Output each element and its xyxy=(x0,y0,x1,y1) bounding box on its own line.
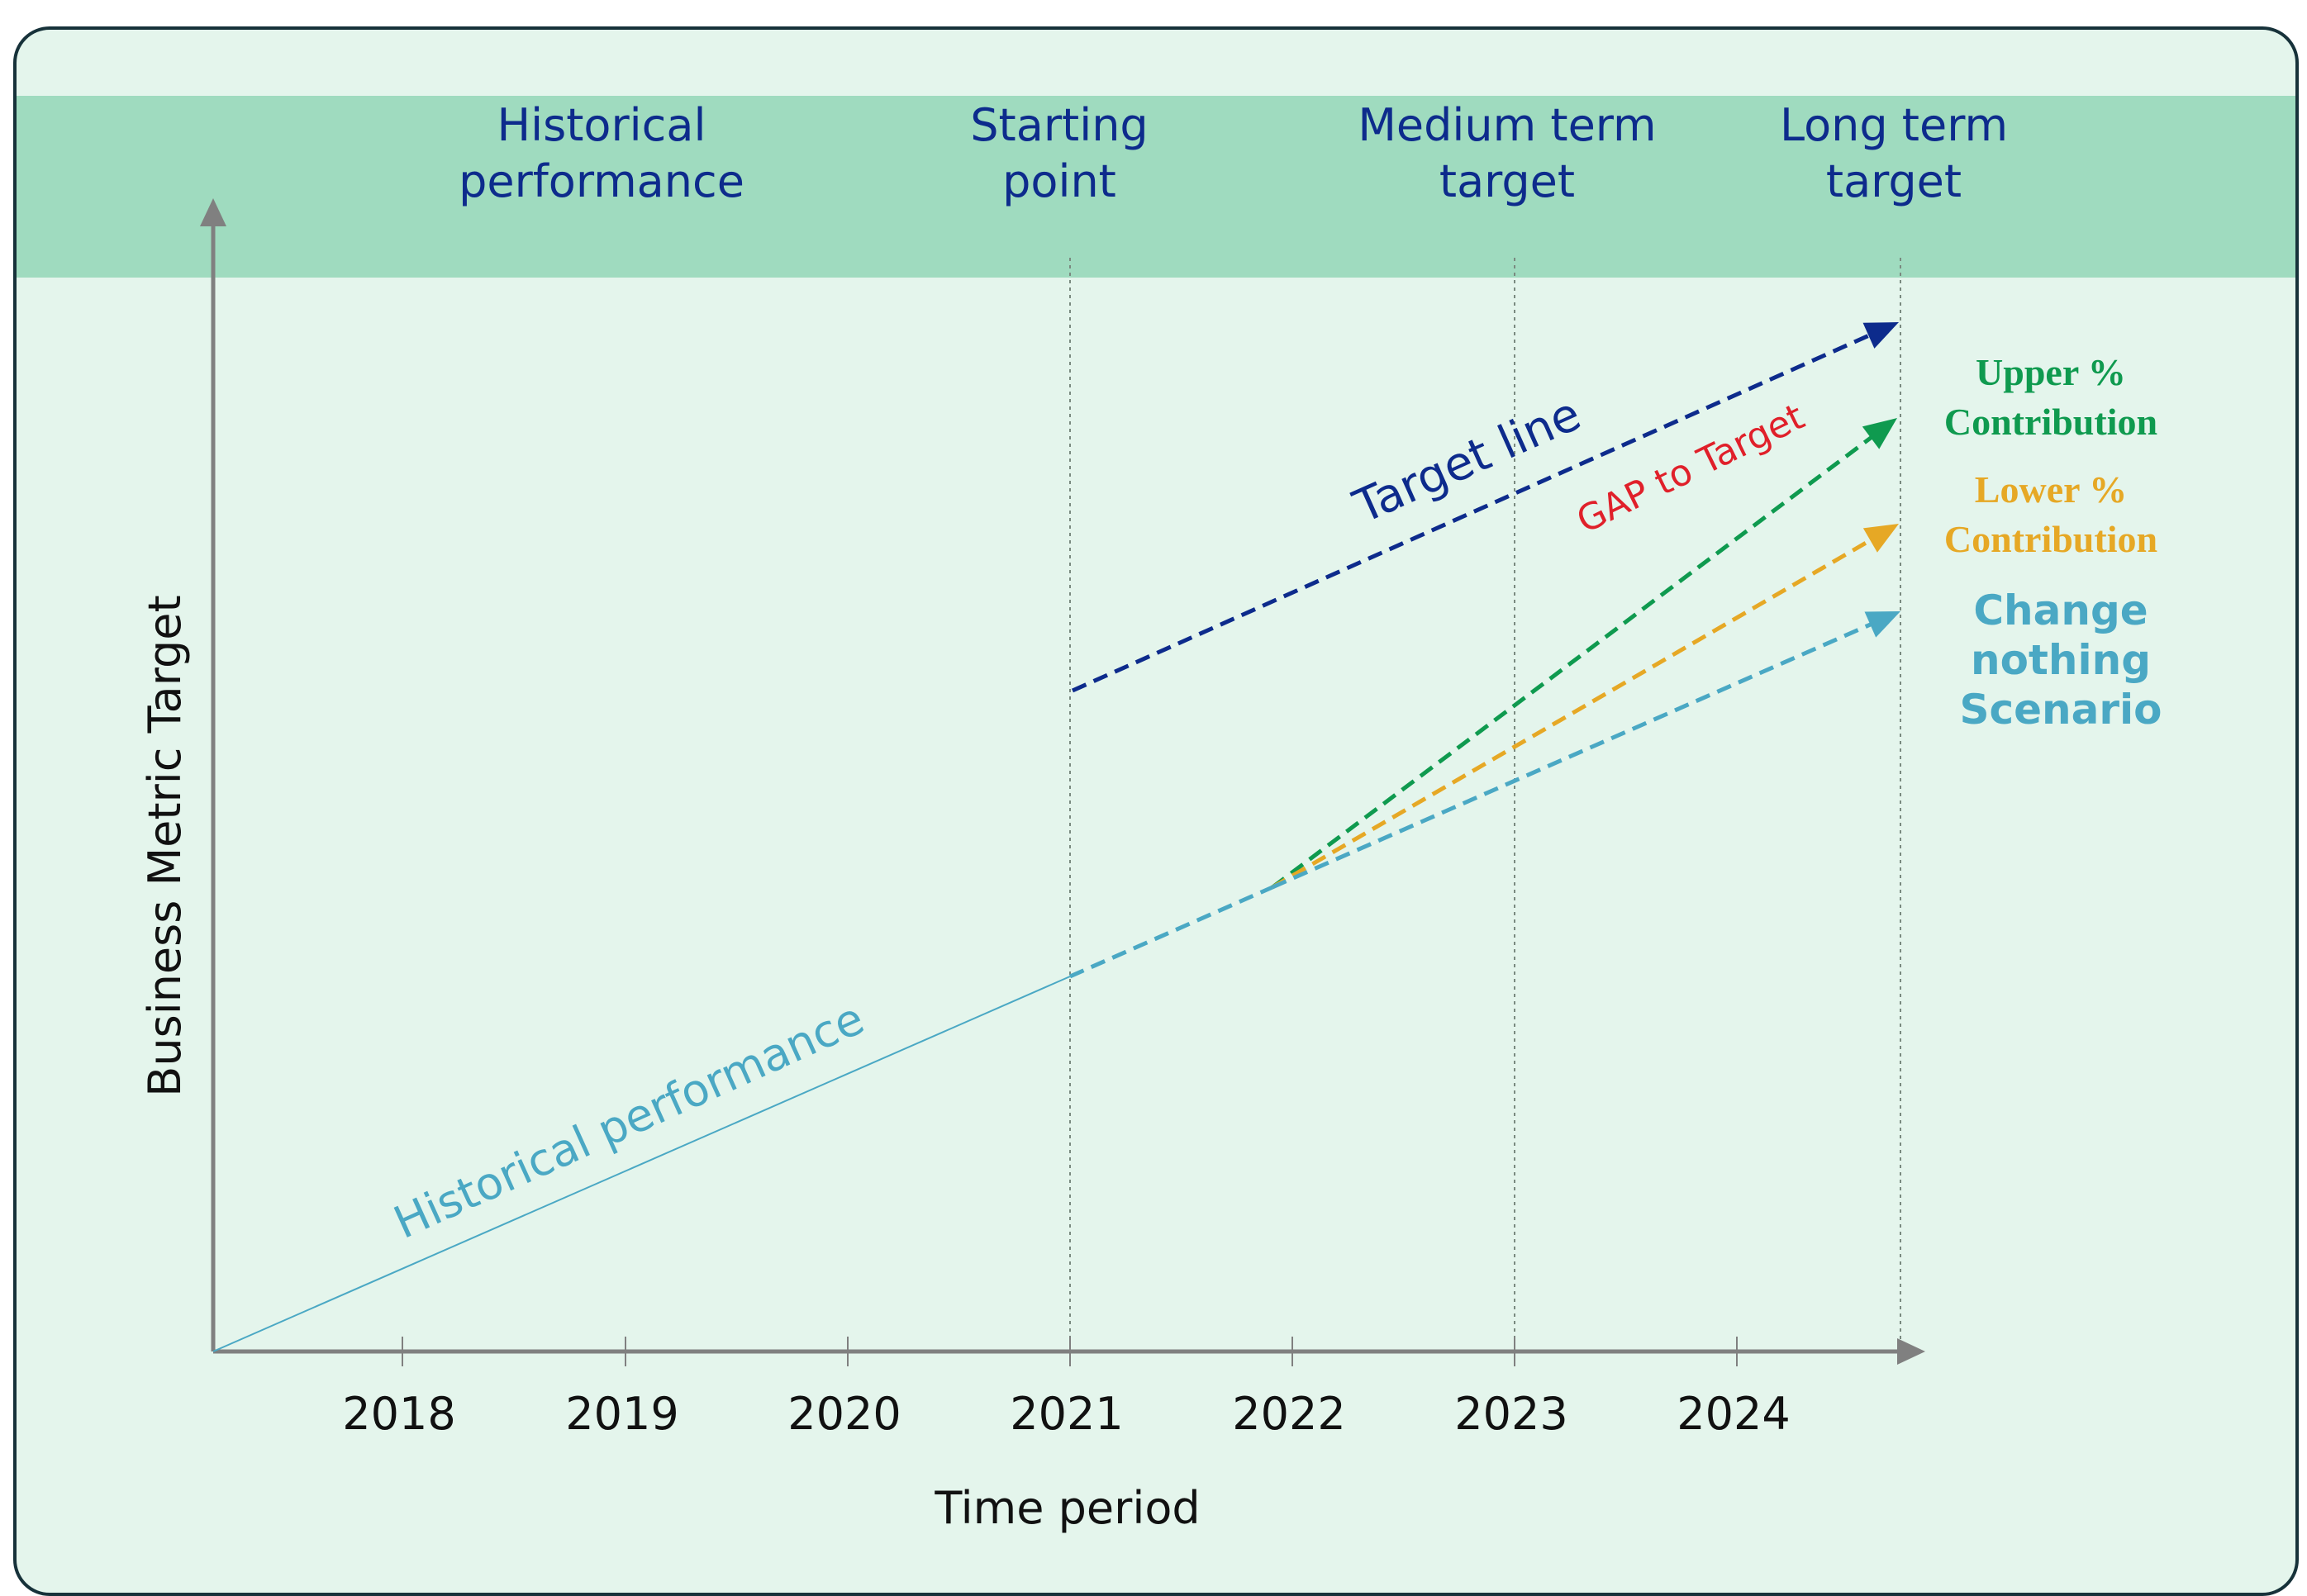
series-target-line-arrowhead xyxy=(1862,322,1899,349)
x-tick-label-2024: 2024 xyxy=(1677,1388,1790,1440)
label-change-nothing: Change nothing Scenario xyxy=(1959,587,2162,734)
series-historical-performance xyxy=(212,976,1071,1352)
label-upper-contribution: Upper % Contribution xyxy=(1944,351,2157,443)
series-change-nothing-arrowhead xyxy=(1864,611,1900,638)
x-tick-label-2022: 2022 xyxy=(1232,1388,1345,1440)
label-historical-performance: Historical performance xyxy=(386,992,871,1249)
x-tick-label-2019: 2019 xyxy=(565,1388,678,1440)
header-band xyxy=(17,96,2295,278)
header-starting-point: Starting point xyxy=(970,99,1149,207)
series-lower-contribution xyxy=(1271,534,1879,890)
x-tick-label-2018: 2018 xyxy=(342,1388,455,1440)
x-tick-label-2021: 2021 xyxy=(1010,1388,1123,1440)
y-axis-title: Business Metric Target xyxy=(139,595,191,1096)
label-gap-to-target: GAP to Target xyxy=(1570,396,1810,542)
label-lower-contribution: Lower % Contribution xyxy=(1944,468,2157,560)
series-target-line xyxy=(1071,330,1877,693)
header-historical-performance: Historical performance xyxy=(459,99,744,207)
x-axis-arrow xyxy=(1897,1338,1925,1365)
header-medium-term-target: Medium term target xyxy=(1358,99,1657,207)
header-long-term-target: Long term target xyxy=(1779,99,2009,207)
x-axis-title: Time period xyxy=(934,1482,1200,1534)
series-historical-continuation xyxy=(1068,885,1274,979)
y-axis-arrow xyxy=(200,198,226,226)
chart-panel xyxy=(13,26,2299,1596)
series-upper-contribution-arrowhead xyxy=(1862,418,1897,449)
label-target-line: Target line xyxy=(1345,387,1588,535)
series-lower-contribution-arrowhead xyxy=(1862,524,1899,553)
series-upper-contribution xyxy=(1271,431,1879,889)
x-tick-label-2020: 2020 xyxy=(787,1388,901,1440)
series-change-nothing xyxy=(1271,619,1879,890)
x-tick-label-2023: 2023 xyxy=(1454,1388,1567,1440)
